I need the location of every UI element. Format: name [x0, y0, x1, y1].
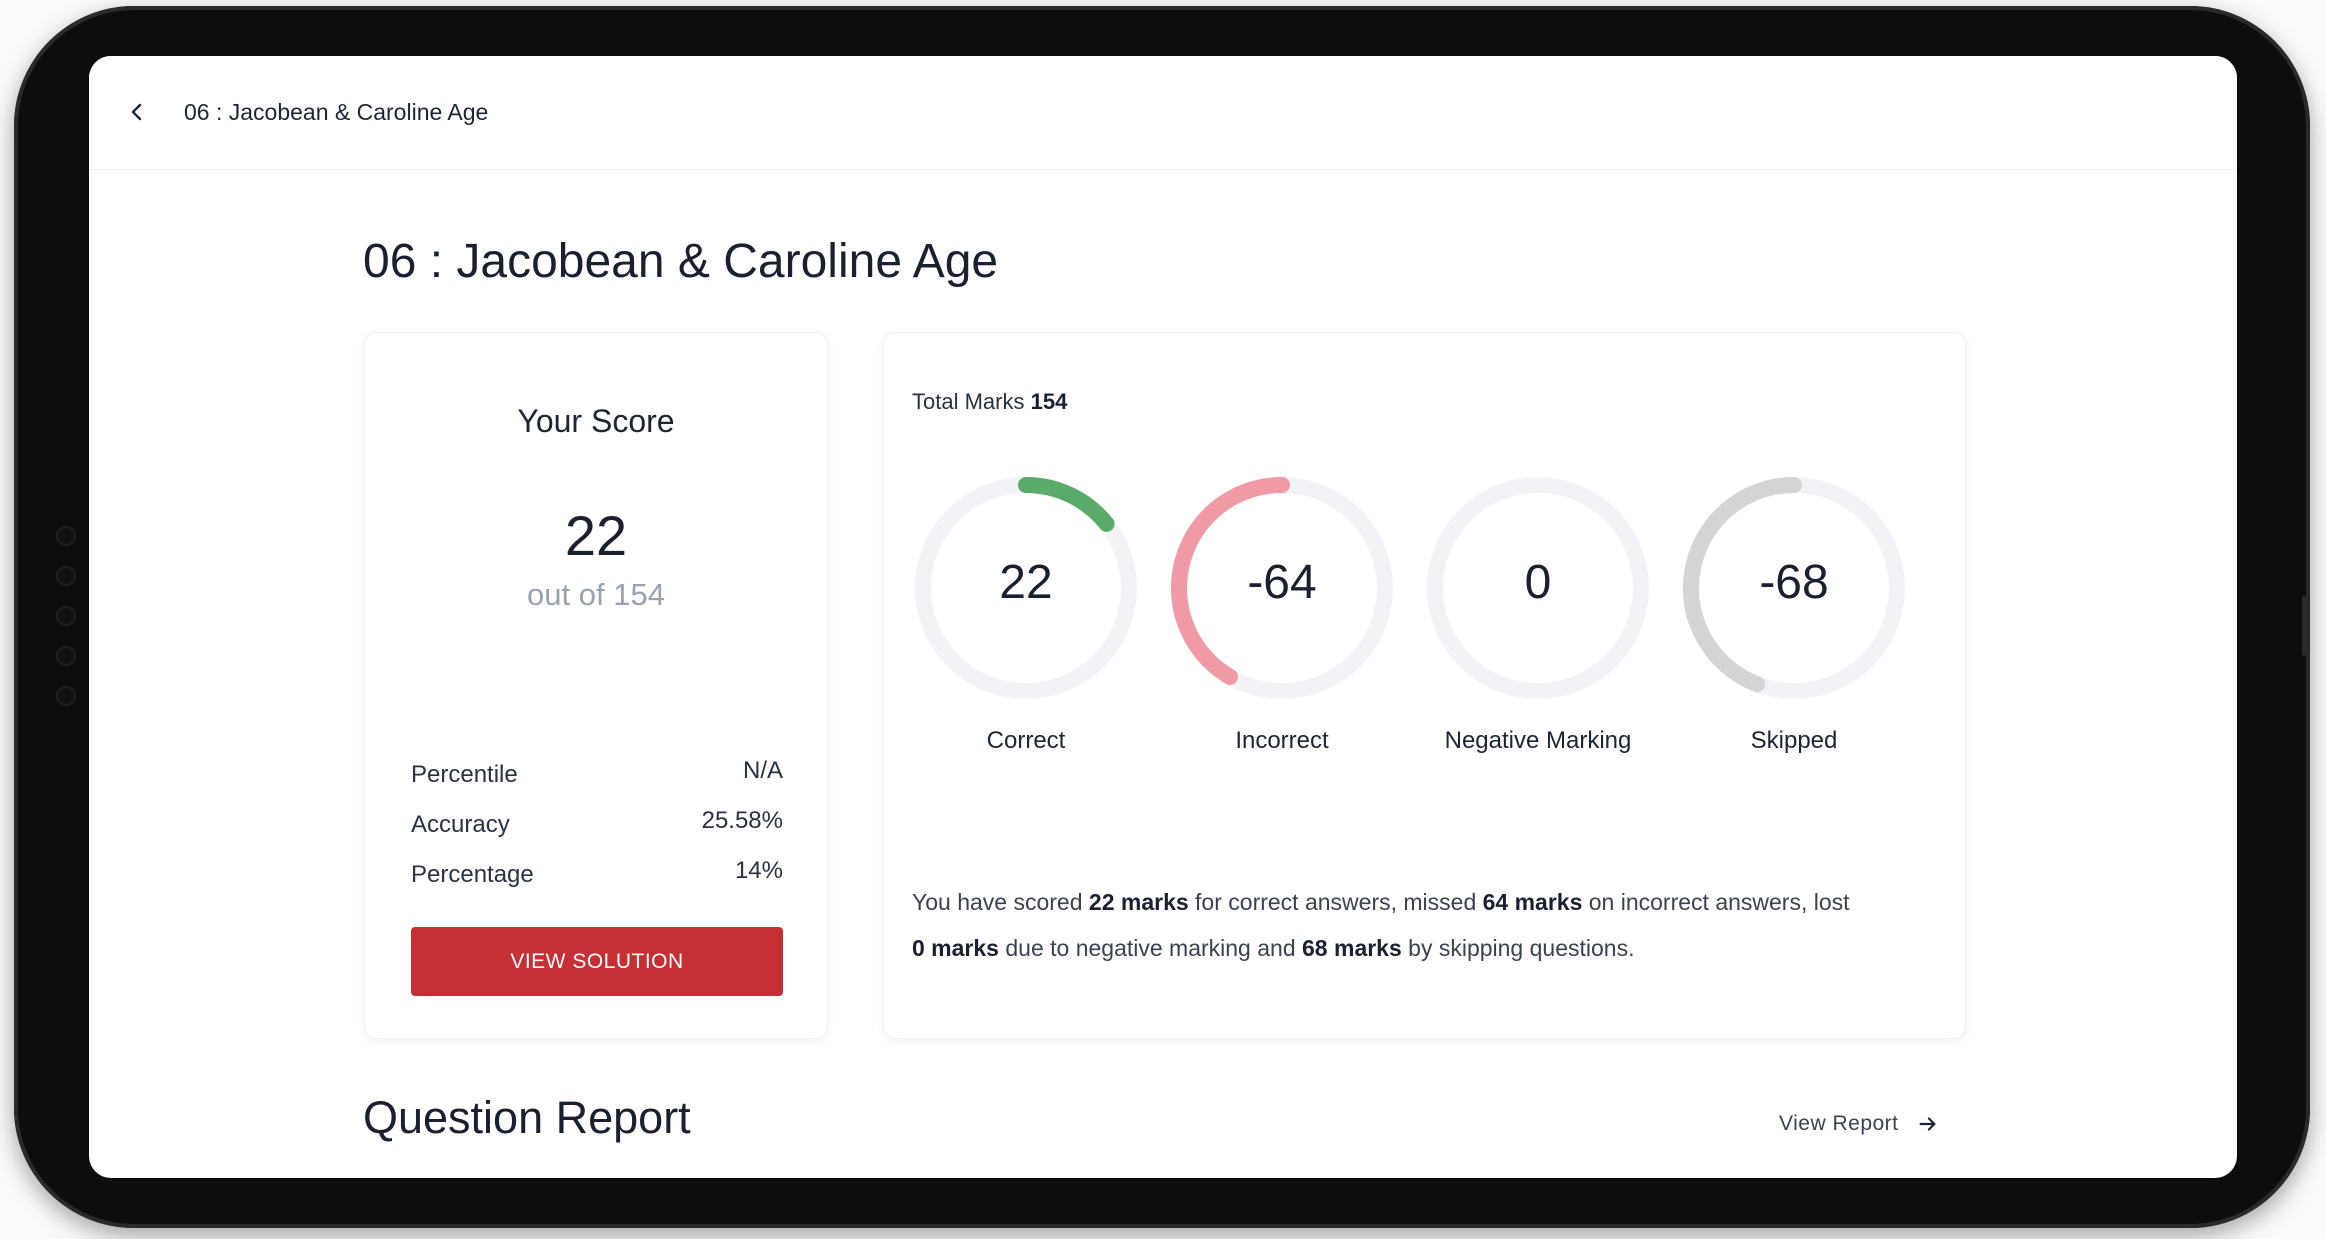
gauge-arc: [915, 477, 1137, 699]
total-marks-label: Total Marks: [912, 389, 1025, 414]
question-report-title: Question Report: [363, 1092, 691, 1143]
stat-label: Percentile: [411, 761, 518, 788]
summary-text: due to negative marking and: [998, 935, 1303, 961]
sensor-dots: [52, 526, 78, 716]
summary-text: on incorrect answers, lost: [1582, 889, 1850, 915]
gauge-negative-marking: 0 Negative Marking: [1423, 473, 1653, 773]
view-solution-button[interactable]: VIEW SOLUTION: [411, 927, 783, 996]
gauge-ring: [1427, 477, 1649, 699]
view-report-link[interactable]: View Report: [1779, 1112, 1939, 1142]
score-value: 22: [564, 504, 628, 567]
gauge-arc: [1683, 477, 1905, 699]
gauge-value: 22: [999, 556, 1053, 609]
summary-text: for correct answers, missed: [1188, 889, 1483, 915]
gauge-label: Skipped: [1750, 727, 1838, 754]
stat-label: Accuracy: [411, 811, 510, 838]
arrow-right-icon: [1919, 1117, 1936, 1132]
stat-label: Percentage: [411, 861, 534, 888]
score-out-of: out of 154: [527, 577, 665, 612]
summary-highlight: 0 marks: [912, 935, 999, 961]
summary-highlight: 64 marks: [1482, 889, 1583, 915]
gauge-value: 0: [1524, 556, 1552, 609]
gauge-arc: [1171, 477, 1393, 699]
gauge-skipped: -68 Skipped: [1679, 473, 1909, 773]
summary-highlight: 22 marks: [1088, 889, 1189, 915]
view-report-label: View Report: [1779, 1112, 1899, 1135]
stat-value: 14%: [734, 857, 783, 884]
summary-text: by skipping questions.: [1401, 935, 1635, 961]
page-title: 06 : Jacobean & Caroline Age: [363, 235, 999, 288]
score-card: Your Score 22 out of 154 Percentile N/A …: [364, 332, 828, 1039]
gauge-track: [1427, 477, 1649, 699]
stat-row-accuracy: Accuracy 25.58%: [411, 807, 783, 843]
gauge-value: -68: [1759, 556, 1829, 609]
gauge-label: Incorrect: [1235, 727, 1329, 754]
summary-text: You have scored: [912, 889, 1089, 915]
total-marks-value: 154: [1030, 389, 1068, 414]
stat-row-percentile: Percentile N/A: [411, 757, 783, 793]
topbar-title: 06 : Jacobean & Caroline Age: [184, 99, 489, 125]
app-screen: 06 : Jacobean & Caroline Age 06 : Jacobe…: [89, 56, 2237, 1178]
marks-breakdown-card: Total Marks 154 22 Correct -64 Incorrect: [883, 332, 1966, 1039]
stat-value: 25.58%: [701, 807, 783, 834]
gauge-incorrect: -64 Incorrect: [1167, 473, 1397, 773]
gauge-label: Correct: [986, 727, 1066, 754]
summary-highlight: 68 marks: [1302, 935, 1402, 961]
side-button: [2302, 596, 2306, 656]
total-marks: Total Marks 154: [912, 389, 1067, 415]
gauge-ring: [1171, 477, 1393, 699]
gauge-correct: 22 Correct: [911, 473, 1141, 773]
top-bar: 06 : Jacobean & Caroline Age: [89, 56, 2237, 170]
stat-row-percentage: Percentage 14%: [411, 857, 783, 893]
gauge-ring: [915, 477, 1137, 699]
gauge-value: -64: [1247, 556, 1317, 609]
gauge-label: Negative Marking: [1444, 727, 1632, 754]
gauge-ring: [1683, 477, 1905, 699]
stat-value: N/A: [742, 757, 783, 784]
score-heading: Your Score: [517, 403, 675, 439]
chevron-left-icon[interactable]: [125, 100, 149, 124]
score-summary: You have scored 22 marks for correct ans…: [912, 879, 1942, 971]
